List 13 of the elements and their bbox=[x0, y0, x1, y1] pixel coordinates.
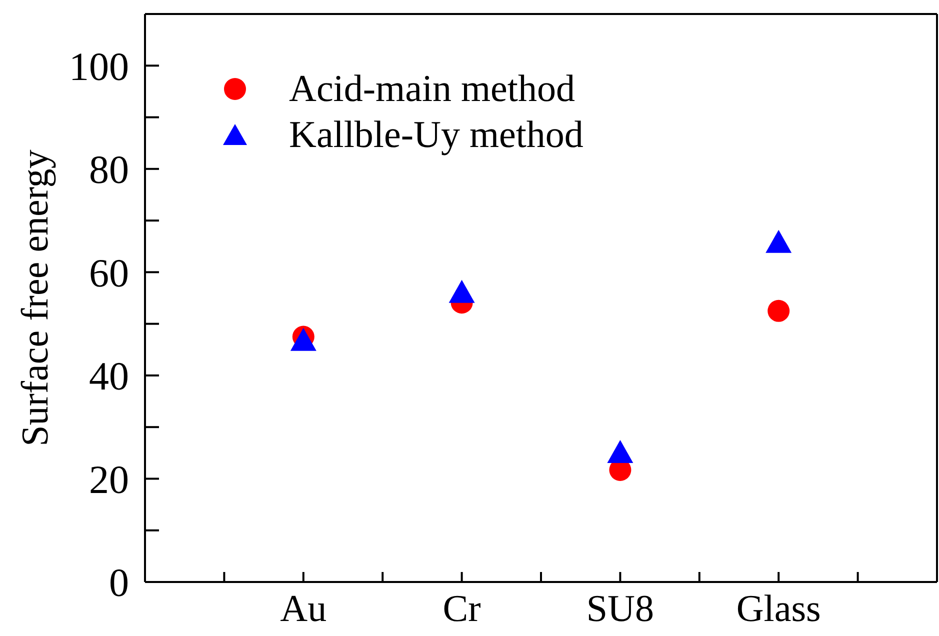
y-tick-label: 80 bbox=[89, 147, 129, 192]
legend-label: Acid-main method bbox=[289, 67, 575, 112]
y-axis-title: Surface free energy bbox=[14, 150, 56, 446]
y-tick-label: 40 bbox=[89, 354, 129, 399]
legend-label: Kallble-Uy method bbox=[289, 113, 584, 158]
y-tick-label: 0 bbox=[109, 560, 129, 606]
y-tick-label: 60 bbox=[89, 250, 129, 296]
y-tick-label: 20 bbox=[89, 456, 129, 502]
x-tick-label: Glass bbox=[736, 588, 821, 630]
x-tick-label: Au bbox=[280, 588, 327, 630]
x-tick-label: SU8 bbox=[586, 588, 654, 630]
x-tick-label: Cr bbox=[442, 588, 482, 630]
y-tick-label: 100 bbox=[69, 44, 129, 89]
